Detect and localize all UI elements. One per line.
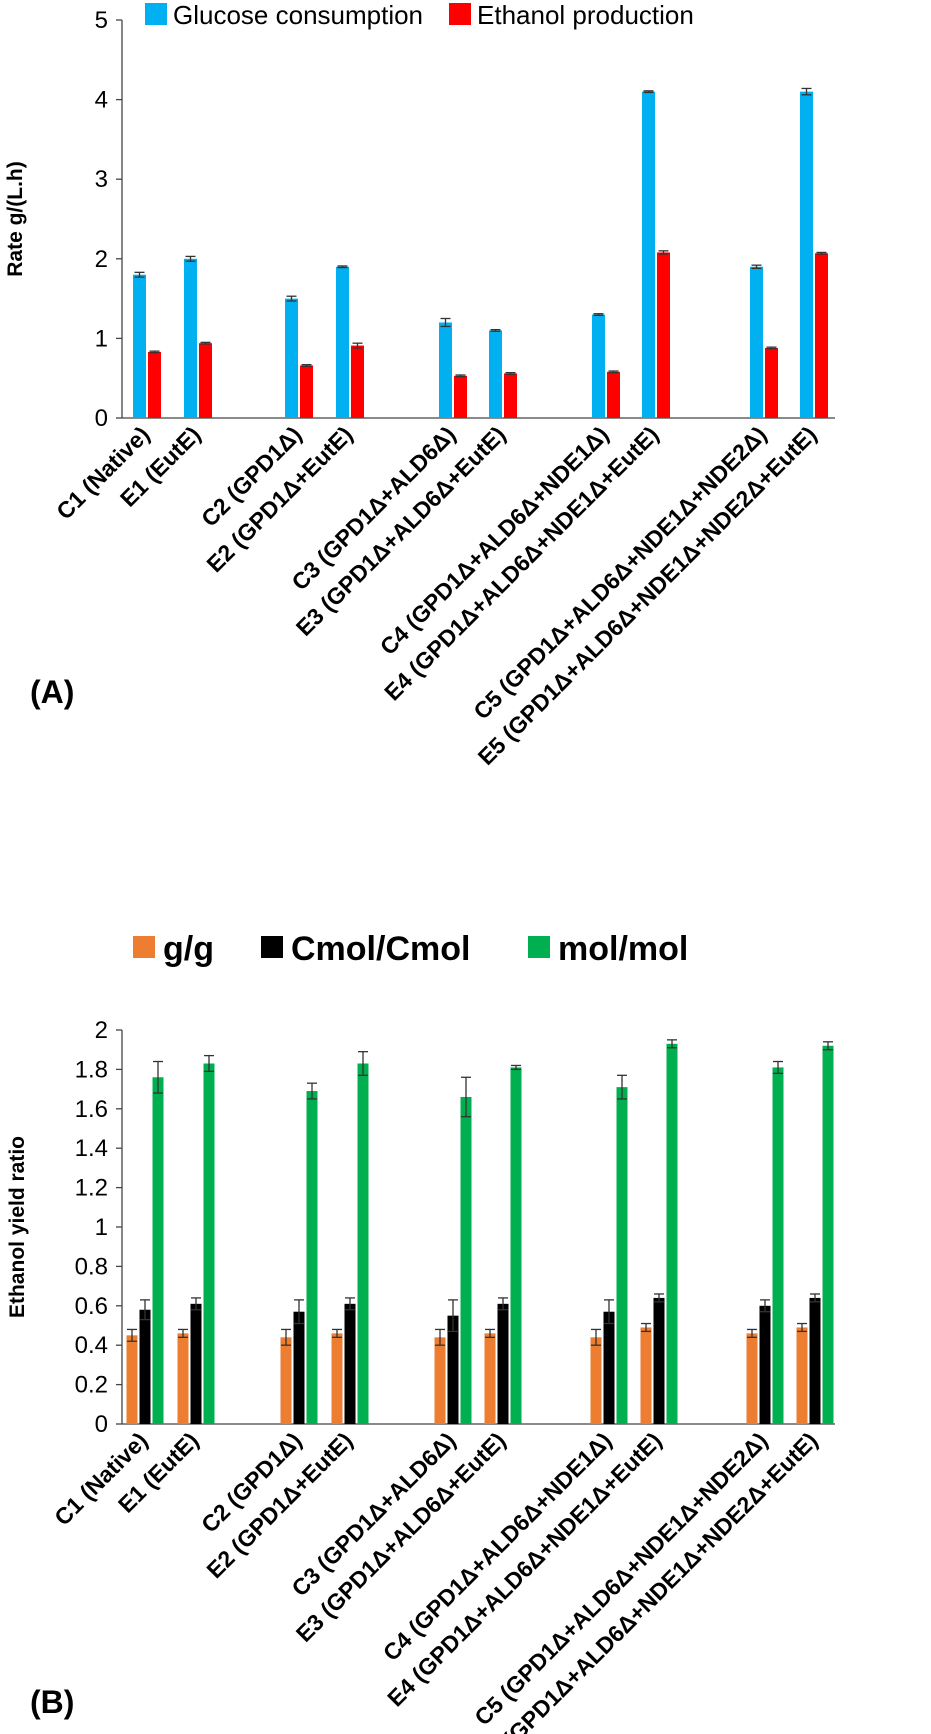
bar bbox=[357, 1063, 369, 1424]
bar bbox=[199, 343, 212, 418]
bar bbox=[293, 1311, 305, 1424]
bar bbox=[139, 1309, 151, 1424]
bar bbox=[152, 1077, 164, 1424]
bar bbox=[746, 1333, 758, 1424]
legend-label: Ethanol production bbox=[477, 0, 694, 30]
y-axis-title: Ethanol yield ratio bbox=[6, 1136, 29, 1318]
legend-label: Glucose consumption bbox=[173, 0, 423, 30]
legend-label: mol/mol bbox=[558, 930, 688, 968]
bar bbox=[590, 1337, 602, 1424]
y-tick-label: 0.8 bbox=[75, 1253, 108, 1280]
bar bbox=[331, 1333, 343, 1424]
bar bbox=[439, 322, 452, 418]
y-tick-label: 1 bbox=[95, 1214, 108, 1241]
y-tick-label: 0.2 bbox=[75, 1372, 108, 1399]
legend-swatch bbox=[145, 3, 167, 25]
bar bbox=[489, 330, 502, 418]
x-tick-label: E5 (GPD1Δ+ALD6Δ+NDE1Δ+NDE2Δ+EutE) bbox=[473, 421, 822, 770]
bar bbox=[607, 371, 620, 418]
bar bbox=[497, 1303, 509, 1424]
panel-label: (B) bbox=[30, 1684, 74, 1720]
legend-swatch bbox=[133, 936, 155, 958]
bar bbox=[434, 1337, 446, 1424]
legend-swatch bbox=[528, 936, 550, 958]
bar bbox=[809, 1297, 821, 1424]
bar bbox=[666, 1043, 678, 1424]
legend-label: g/g bbox=[163, 930, 214, 968]
bar bbox=[447, 1315, 459, 1424]
y-tick-label: 0 bbox=[95, 405, 108, 432]
legend-label: Cmol/Cmol bbox=[291, 930, 470, 968]
bar bbox=[759, 1305, 771, 1424]
bar bbox=[772, 1067, 784, 1424]
y-tick-label: 0 bbox=[95, 1411, 108, 1438]
bar bbox=[796, 1327, 808, 1424]
bar bbox=[177, 1333, 189, 1424]
y-tick-label: 1 bbox=[95, 325, 108, 352]
bar bbox=[750, 266, 763, 418]
bar bbox=[285, 298, 298, 418]
bar bbox=[815, 253, 828, 418]
y-tick-label: 2 bbox=[95, 1017, 108, 1044]
y-tick-label: 0.6 bbox=[75, 1293, 108, 1320]
bar bbox=[344, 1303, 356, 1424]
bar bbox=[280, 1337, 292, 1424]
bar bbox=[306, 1091, 318, 1424]
bar bbox=[300, 365, 313, 418]
y-tick-label: 5 bbox=[95, 7, 108, 34]
bar bbox=[484, 1333, 496, 1424]
bar bbox=[592, 314, 605, 418]
bar bbox=[616, 1087, 628, 1424]
bar bbox=[603, 1311, 615, 1424]
bar bbox=[653, 1297, 665, 1424]
bar bbox=[184, 258, 197, 418]
y-tick-label: 1.8 bbox=[75, 1056, 108, 1083]
legend-swatch bbox=[449, 3, 471, 25]
panel-label: (A) bbox=[30, 674, 74, 710]
y-tick-label: 2 bbox=[95, 246, 108, 273]
bar bbox=[640, 1327, 652, 1424]
y-tick-label: 1.2 bbox=[75, 1175, 108, 1202]
y-tick-label: 1.6 bbox=[75, 1096, 108, 1123]
chart-panel-b: 0 0.2 0.4 0.6 0.8 1 1.2 1.4 1.6 1.8 2 Ethanol yield… bbox=[6, 930, 835, 1734]
bar bbox=[460, 1096, 472, 1424]
y-tick-label: 4 bbox=[95, 87, 108, 114]
bar bbox=[133, 274, 146, 418]
y-tick-label: 3 bbox=[95, 166, 108, 193]
bar bbox=[190, 1303, 202, 1424]
y-tick-label: 0.4 bbox=[75, 1332, 108, 1359]
bar bbox=[203, 1063, 215, 1424]
legend-swatch bbox=[261, 936, 283, 958]
bar bbox=[657, 252, 670, 418]
bar bbox=[148, 351, 161, 418]
bar bbox=[642, 91, 655, 418]
bar bbox=[504, 373, 517, 418]
y-axis-title: Rate g/(L.h) bbox=[4, 161, 27, 277]
bar bbox=[336, 266, 349, 418]
y-tick-label: 1.4 bbox=[75, 1135, 108, 1162]
bar bbox=[510, 1067, 522, 1424]
bar bbox=[822, 1045, 834, 1424]
bar bbox=[765, 347, 778, 418]
bar bbox=[351, 345, 364, 418]
bar bbox=[126, 1335, 138, 1424]
bar bbox=[454, 375, 467, 418]
bar bbox=[800, 91, 813, 418]
